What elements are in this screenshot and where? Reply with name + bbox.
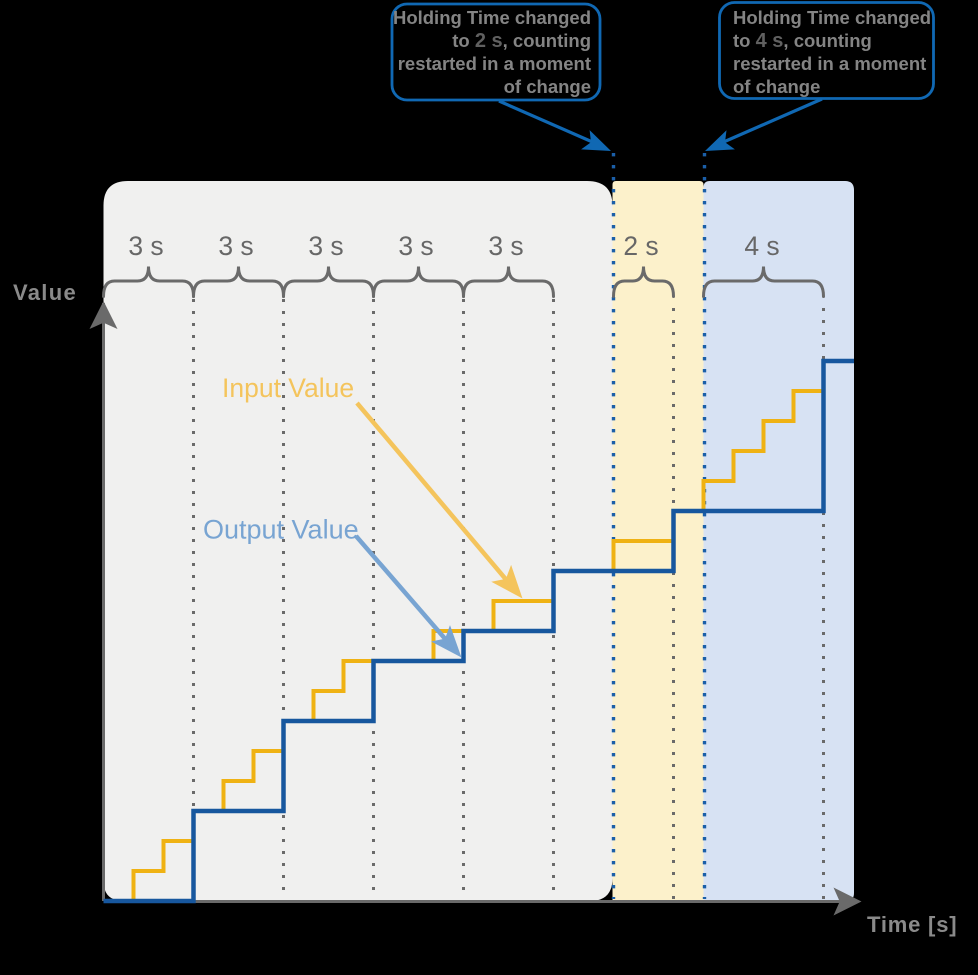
svg-text:2 s: 2 s	[623, 231, 658, 261]
svg-text:Time [s]: Time [s]	[867, 912, 957, 937]
svg-text:3 s: 3 s	[128, 231, 163, 261]
svg-text:3 s: 3 s	[398, 231, 433, 261]
svg-text:Holding Time changed: Holding Time changed	[733, 7, 931, 28]
svg-text:of change: of change	[504, 76, 591, 97]
svg-text:Holding Time changed: Holding Time changed	[393, 7, 591, 28]
svg-text:Output Value: Output Value	[203, 515, 359, 545]
svg-text:to 4 s, counting: to 4 s, counting	[733, 30, 872, 52]
svg-text:restarted in a moment: restarted in a moment	[733, 53, 926, 74]
svg-text:to 2 s, counting: to 2 s, counting	[452, 30, 591, 52]
svg-text:Value: Value	[13, 280, 77, 305]
svg-text:Input Value: Input Value	[222, 373, 354, 403]
svg-text:of change: of change	[733, 76, 820, 97]
svg-text:3 s: 3 s	[308, 231, 343, 261]
svg-text:3 s: 3 s	[218, 231, 253, 261]
svg-text:3 s: 3 s	[488, 231, 523, 261]
svg-text:4 s: 4 s	[744, 231, 779, 261]
svg-text:restarted in a moment: restarted in a moment	[398, 53, 591, 74]
